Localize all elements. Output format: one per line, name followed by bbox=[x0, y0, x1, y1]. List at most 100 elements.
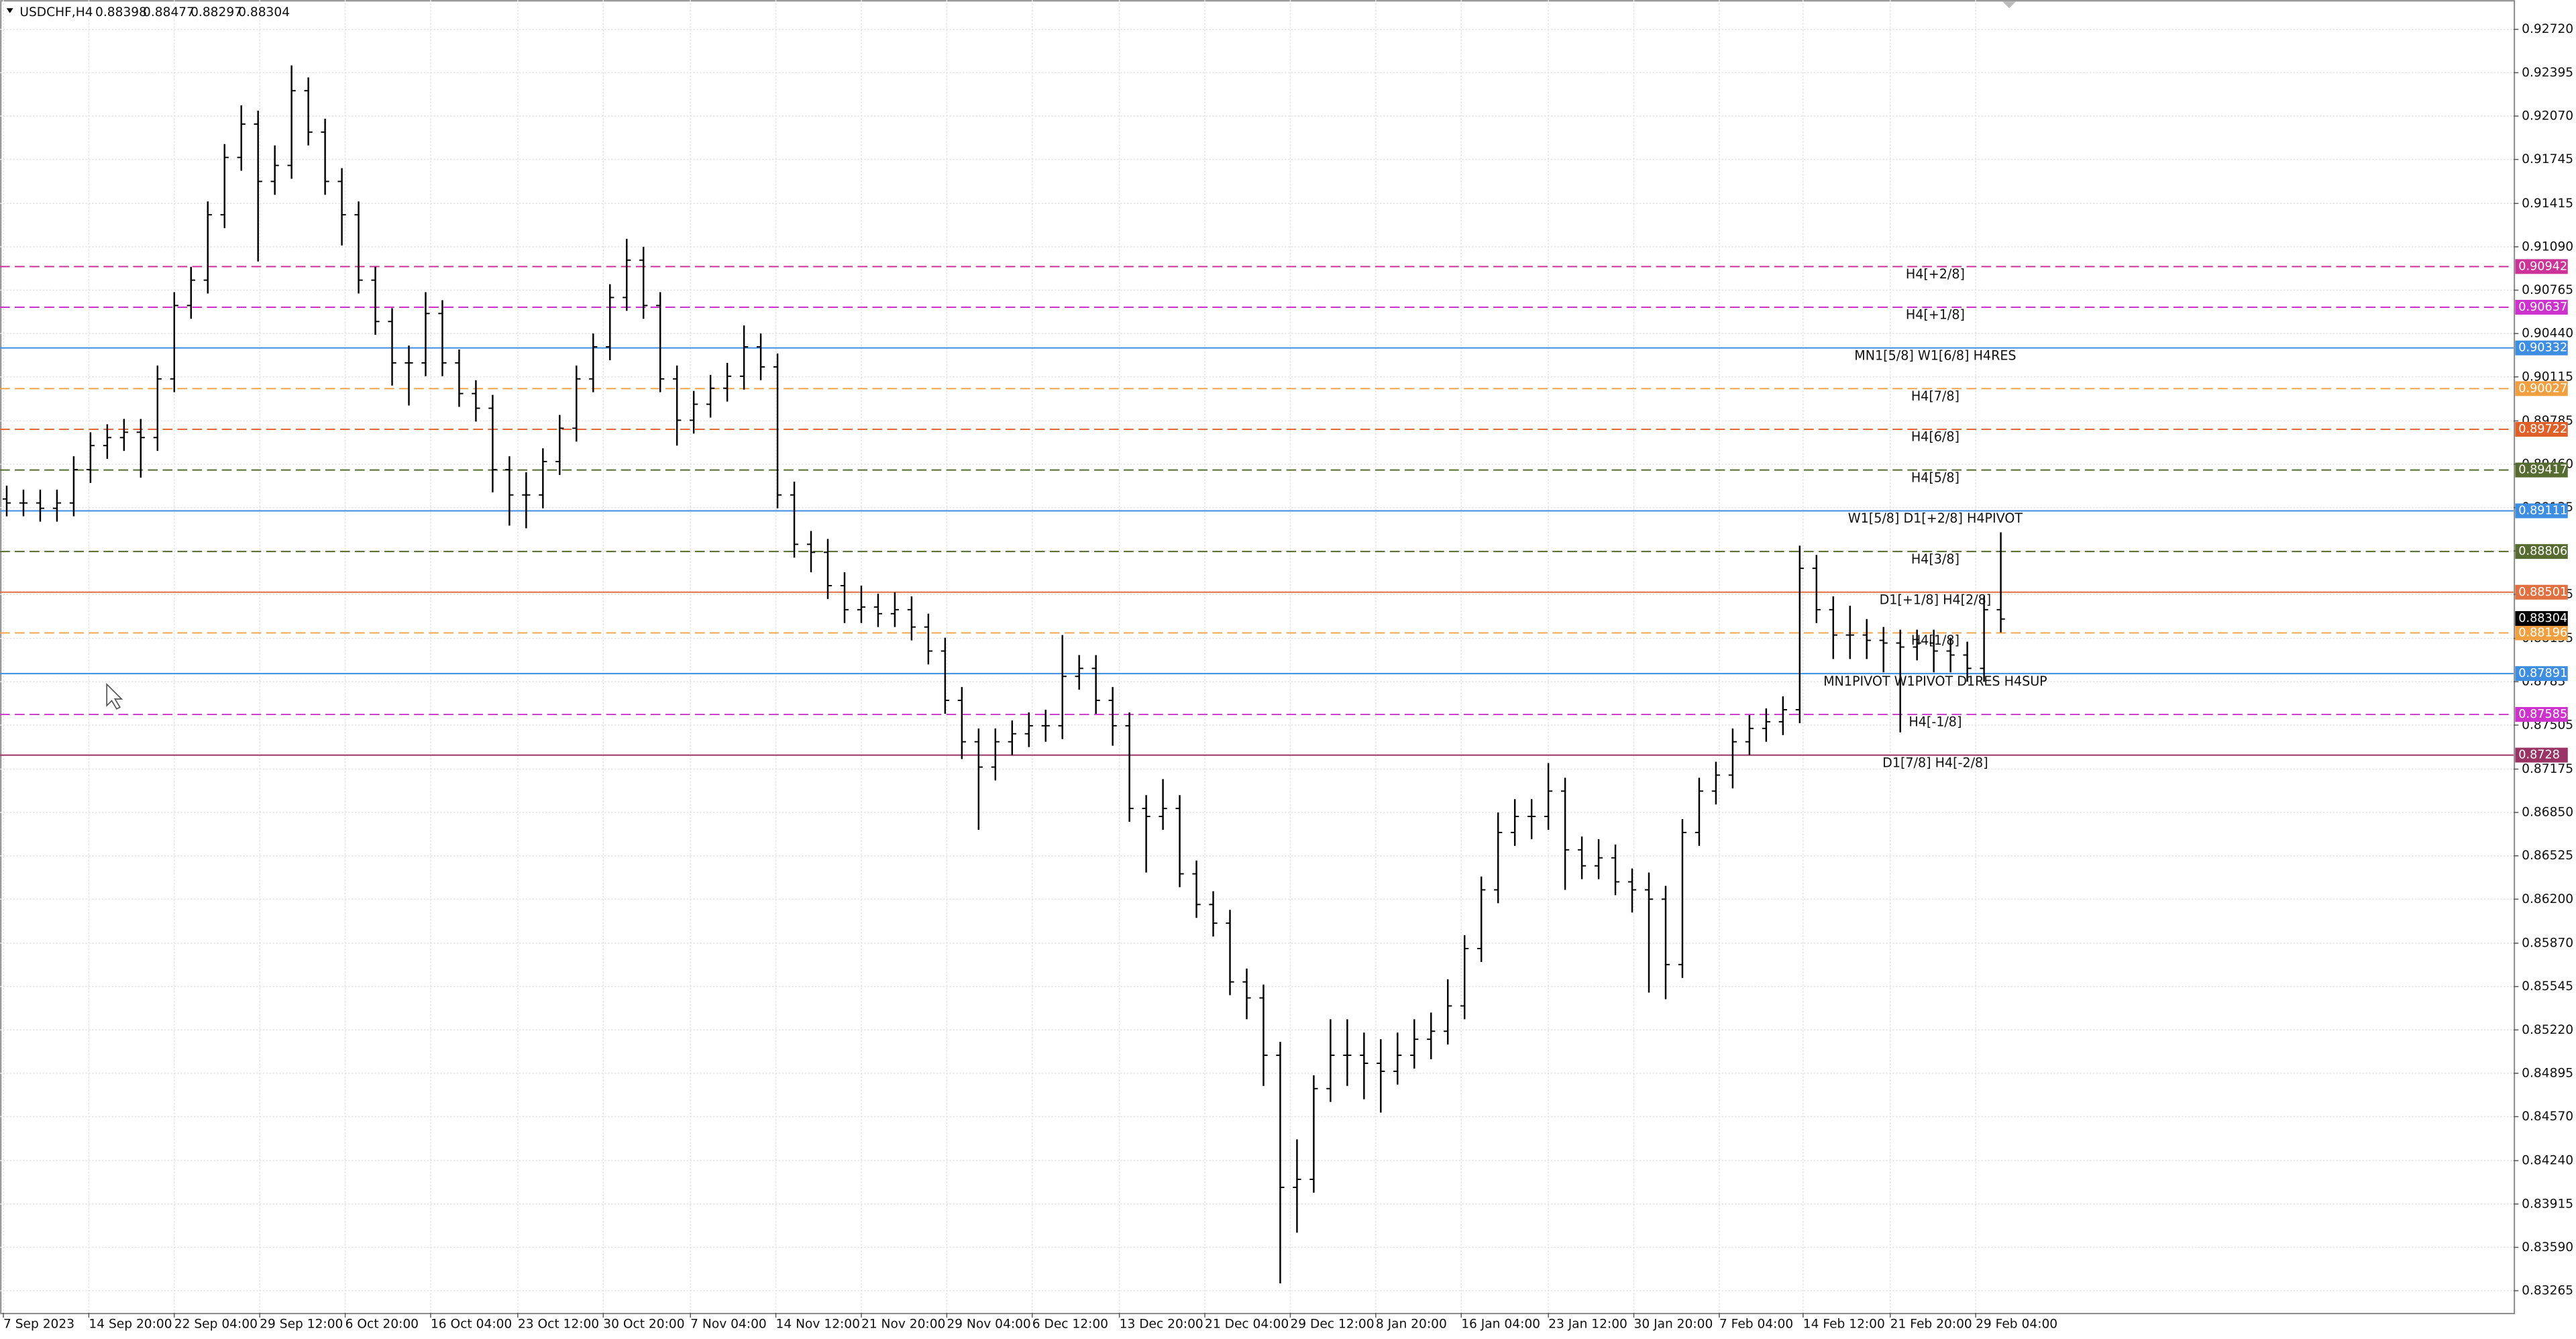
level-price-tag: 0.90027 bbox=[2518, 382, 2567, 395]
y-tick-label: 0.84895 bbox=[2522, 1066, 2573, 1080]
bid-price-tag-bg bbox=[2515, 610, 2568, 626]
menu-arrow[interactable] bbox=[6, 8, 13, 13]
x-tick-label: 14 Nov 12:00 bbox=[776, 1317, 860, 1331]
y-tick-label: 0.83590 bbox=[2522, 1240, 2573, 1254]
y-tick-label: 0.85545 bbox=[2522, 979, 2573, 994]
y-tick-label: 0.91415 bbox=[2522, 197, 2573, 211]
axes: 0.92720 0.92395 0.92070 0.91745 0.91415 0.910… bbox=[3, 22, 2573, 1331]
level-price-tag-bg bbox=[2515, 625, 2568, 641]
level-price-tag-bg bbox=[2515, 421, 2568, 437]
levels: H4[+2/8] H4[+1/8] MN1[5/8] W1[6/8] H4RES H4… bbox=[0, 266, 2514, 770]
y-tick-label: 0.83915 bbox=[2522, 1197, 2573, 1211]
level-label: H4[7/8] bbox=[1911, 388, 1960, 404]
level-price-tag: 0.88501 bbox=[2518, 586, 2567, 599]
level-price-tag: 0.89722 bbox=[2518, 423, 2567, 436]
x-tick-label: 6 Oct 20:00 bbox=[345, 1317, 419, 1331]
level-price-tag: 0.90942 bbox=[2518, 260, 2567, 273]
level-price-tag-bg bbox=[2515, 462, 2568, 478]
shift-marker bbox=[2002, 1, 2016, 9]
y-tick-label: 0.87175 bbox=[2522, 762, 2573, 776]
level-label: W1[5/8] D1[+2/8] H4PIVOT bbox=[1848, 511, 2023, 526]
plot-frame bbox=[0, 0, 2516, 1315]
y-tick-label: 0.84570 bbox=[2522, 1110, 2573, 1124]
level-price-tag: 0.87585 bbox=[2518, 708, 2567, 721]
level-price-tag: 0.89111 bbox=[2518, 504, 2567, 517]
y-tick-label: 0.90765 bbox=[2522, 283, 2573, 297]
x-tick-label: 7 Feb 04:00 bbox=[1719, 1317, 1793, 1331]
x-tick-label: 16 Jan 04:00 bbox=[1461, 1317, 1540, 1331]
y-tick-label: 0.90115 bbox=[2522, 370, 2573, 384]
level-price-tag: 0.90637 bbox=[2518, 301, 2567, 314]
level-price-tag-bg bbox=[2515, 299, 2568, 315]
x-tick-label: 21 Feb 20:00 bbox=[1890, 1317, 1972, 1331]
level-label: H4[+1/8] bbox=[1906, 307, 1965, 323]
x-tick-label: 14 Feb 12:00 bbox=[1803, 1317, 1885, 1331]
y-tick-label: 0.86850 bbox=[2522, 806, 2573, 820]
level-label: MN1[5/8] W1[6/8] H4RES bbox=[1854, 347, 2016, 363]
x-tick-label: 29 Sep 12:00 bbox=[260, 1317, 343, 1331]
level-price-tag-bg bbox=[2515, 666, 2568, 682]
x-tick-label: 29 Dec 12:00 bbox=[1290, 1317, 1374, 1331]
y-tick-label: 0.90440 bbox=[2522, 327, 2573, 341]
y-tick-label: 0.92395 bbox=[2522, 66, 2573, 80]
x-tick-label: 21 Dec 04:00 bbox=[1205, 1317, 1289, 1331]
y-tick-label: 0.92070 bbox=[2522, 109, 2573, 123]
x-tick-label: 8 Jan 20:00 bbox=[1376, 1317, 1447, 1331]
y-tick-label: 0.91745 bbox=[2522, 152, 2573, 166]
level-label: D1[+1/8] H4[2/8] bbox=[1880, 592, 1992, 608]
level-label: H4[1/8] bbox=[1911, 633, 1960, 648]
level-label: H4[-1/8] bbox=[1909, 714, 1962, 730]
y-tick-label: 0.91090 bbox=[2522, 239, 2573, 254]
level-price-tag-bg bbox=[2515, 259, 2568, 274]
level-price-tag: 0.89417 bbox=[2518, 464, 2567, 477]
level-price-tag-bg bbox=[2515, 706, 2568, 722]
symbol: USDCHF,H4 bbox=[19, 5, 93, 19]
low-price: 0.88297 bbox=[191, 5, 242, 19]
x-tick-label: 7 Nov 04:00 bbox=[690, 1317, 767, 1331]
level-label: MN1PIVOT W1PIVOT D1RES H4SUP bbox=[1823, 674, 2047, 689]
level-price-tag-bg bbox=[2515, 584, 2568, 600]
level-label: H4[6/8] bbox=[1911, 429, 1960, 445]
bid-price-tag: 0.88304 bbox=[2518, 612, 2567, 625]
level-label: H4[+2/8] bbox=[1906, 266, 1965, 282]
x-tick-label: 21 Nov 20:00 bbox=[861, 1317, 945, 1331]
y-tick-label: 0.86525 bbox=[2522, 849, 2573, 863]
y-tick-label: 0.85220 bbox=[2522, 1023, 2573, 1037]
level-price-tag-bg bbox=[2515, 340, 2568, 356]
header: USDCHF,H4 0.88398 0.88477 0.88297 0.8830… bbox=[6, 5, 290, 19]
y-tick-label: 0.83265 bbox=[2522, 1284, 2573, 1298]
level-price-tag: 0.87891 bbox=[2518, 667, 2567, 680]
level-price-tag: 0.90332 bbox=[2518, 341, 2567, 355]
x-tick-label: 22 Sep 04:00 bbox=[174, 1317, 258, 1331]
x-tick-label: 29 Feb 04:00 bbox=[1976, 1317, 2057, 1331]
x-tick-label: 14 Sep 20:00 bbox=[89, 1317, 172, 1331]
close-price: 0.88304 bbox=[238, 5, 290, 19]
x-tick-label: 7 Sep 2023 bbox=[3, 1317, 74, 1331]
level-price-tag: 0.88806 bbox=[2518, 545, 2567, 558]
open-price: 0.88398 bbox=[95, 5, 147, 19]
level-label: H4[3/8] bbox=[1911, 551, 1960, 567]
y-tick-label: 0.86200 bbox=[2522, 892, 2573, 906]
x-tick-label: 23 Jan 12:00 bbox=[1548, 1317, 1627, 1331]
level-price-tag-bg bbox=[2515, 747, 2568, 763]
bars bbox=[2, 65, 2005, 1284]
x-tick-label: 30 Oct 20:00 bbox=[603, 1317, 684, 1331]
y-tick-label: 0.85870 bbox=[2522, 936, 2573, 951]
level-label: D1[7/8] H4[-2/8] bbox=[1882, 755, 1988, 770]
x-tick-label: 30 Jan 20:00 bbox=[1634, 1317, 1713, 1331]
y-tick-label: 0.92720 bbox=[2522, 22, 2573, 36]
level-label: H4[5/8] bbox=[1911, 470, 1960, 485]
level-price-tag-bg bbox=[2515, 544, 2568, 559]
level-price-tag: 0.8728 bbox=[2518, 749, 2560, 762]
x-tick-label: 6 Dec 12:00 bbox=[1032, 1317, 1108, 1331]
level-price-tag: 0.88196 bbox=[2518, 626, 2567, 639]
mouse-cursor bbox=[106, 682, 123, 710]
level-price-tag-bg bbox=[2515, 503, 2568, 519]
x-tick-label: 13 Dec 20:00 bbox=[1120, 1317, 1203, 1331]
y-tick-label: 0.84240 bbox=[2522, 1154, 2573, 1168]
level-price-tag-bg bbox=[2515, 381, 2568, 396]
x-tick-label: 23 Oct 12:00 bbox=[518, 1317, 599, 1331]
x-tick-label: 16 Oct 04:00 bbox=[431, 1317, 512, 1331]
